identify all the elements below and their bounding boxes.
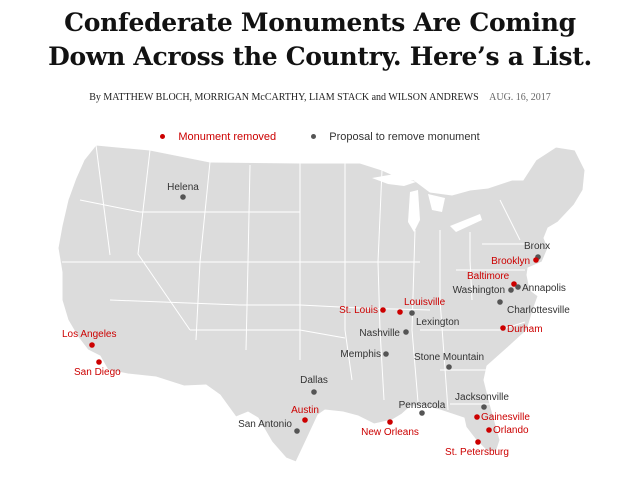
city-markers: Helena Bronx Brooklyn Baltimore Annapolis Was… (62, 182, 570, 458)
legend-removed-dot (160, 133, 166, 139)
city-label-orlando: Orlando (493, 425, 529, 436)
headline-line-2: Down Across the Country. Here’s a List. (48, 42, 592, 71)
city-marker-helena (180, 194, 186, 200)
legend-proposal: Proposal to remove monument (303, 131, 487, 143)
city-label-los-angeles: Los Angeles (62, 329, 117, 340)
byline: By MATTHEW BLOCH, MORRIGAN McCARTHY, LIA… (0, 92, 640, 103)
city-label-durham: Durham (507, 324, 543, 335)
city-label-brooklyn: Brooklyn (491, 256, 530, 267)
us-land (57, 144, 586, 463)
city-label-washington: Washington (453, 285, 505, 296)
city-marker-nashville (403, 329, 409, 335)
city-label-st-petersburg: St. Petersburg (445, 447, 509, 458)
city-label-san-antonio: San Antonio (238, 419, 292, 430)
city-label-lexington: Lexington (416, 317, 459, 328)
legend: Monument removed Proposal to remove monu… (0, 131, 640, 143)
city-label-helena: Helena (167, 182, 199, 193)
city-label-charlottesville: Charlottesville (507, 305, 570, 316)
headline-line-1: Confederate Monuments Are Coming (64, 8, 576, 37)
city-marker-dallas (311, 389, 317, 395)
city-label-bronx: Bronx (524, 241, 550, 252)
city-marker-durham (500, 325, 506, 331)
legend-proposal-dot (311, 133, 317, 139)
legend-removed: Monument removed (152, 131, 287, 143)
city-label-pensacola: Pensacola (399, 400, 446, 411)
city-marker-austin (302, 417, 308, 423)
city-marker-louisville (397, 309, 403, 315)
lake-superior (372, 174, 416, 186)
city-marker-new-orleans (387, 419, 393, 425)
headline: Confederate Monuments Are Coming Down Ac… (0, 6, 640, 74)
city-marker-annapolis (515, 284, 521, 290)
city-marker-brooklyn (533, 257, 539, 263)
city-label-san-diego: San Diego (74, 367, 121, 378)
city-marker-memphis (383, 351, 389, 357)
state-borders (62, 144, 540, 411)
city-label-louisville: Louisville (404, 297, 446, 308)
city-marker-los-angeles (89, 342, 95, 348)
city-marker-st-louis (380, 307, 386, 313)
city-label-dallas: Dallas (300, 375, 328, 386)
city-label-st-louis: St. Louis (339, 305, 378, 316)
city-marker-charlottesville (497, 299, 503, 305)
city-marker-san-antonio (294, 428, 300, 434)
city-label-gainesville: Gainesville (481, 412, 530, 423)
city-marker-washington (508, 287, 514, 293)
city-marker-jacksonville (481, 404, 487, 410)
city-marker-orlando (486, 427, 492, 433)
city-marker-gainesville (474, 414, 480, 420)
city-marker-lexington (409, 310, 415, 316)
legend-proposal-label: Proposal to remove monument (329, 131, 480, 143)
city-label-memphis: Memphis (340, 349, 381, 360)
city-label-austin: Austin (291, 405, 319, 416)
byline-authors: By MATTHEW BLOCH, MORRIGAN McCARTHY, LIA… (89, 92, 479, 103)
city-label-nashville: Nashville (359, 328, 400, 339)
city-marker-baltimore (511, 281, 517, 287)
lake-huron (428, 194, 445, 212)
byline-date: AUG. 16, 2017 (489, 92, 551, 103)
city-label-annapolis: Annapolis (522, 283, 566, 294)
city-label-stone-mountain: Stone Mountain (414, 352, 484, 363)
lake-michigan (408, 190, 420, 232)
city-label-new-orleans: New Orleans (361, 427, 419, 438)
city-marker-pensacola (419, 410, 425, 416)
lake-erie (450, 214, 482, 232)
city-marker-stone-mountain (446, 364, 452, 370)
city-label-jacksonville: Jacksonville (455, 392, 509, 403)
city-marker-st-petersburg (475, 439, 481, 445)
city-label-baltimore: Baltimore (467, 271, 510, 282)
legend-removed-label: Monument removed (178, 131, 277, 143)
city-marker-san-diego (96, 359, 102, 365)
